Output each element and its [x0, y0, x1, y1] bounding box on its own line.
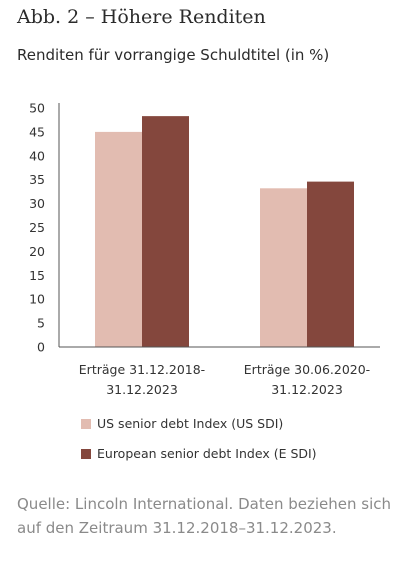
bar-e-sdi-2	[307, 181, 354, 347]
bar-us-sdi-1	[95, 131, 142, 347]
legend-item-us-sdi: US senior debt Index (US SDI)	[81, 416, 283, 431]
figure-subtitle: Renditen für vorrangige Schuldtitel (in …	[17, 46, 330, 64]
legend-swatch-e-sdi	[81, 448, 91, 459]
x-category-label: 31.12.2023	[106, 382, 178, 397]
figure-title: Abb. 2 – Höhere Renditen	[17, 6, 266, 28]
legend-label-us-sdi: US senior debt Index (US SDI)	[97, 416, 284, 431]
y-tick-label: 25	[29, 220, 45, 235]
y-tick-label: 20	[29, 244, 45, 259]
bar-e-sdi-1	[142, 116, 189, 347]
legend-label-e-sdi: European senior debt Index (E SDI)	[97, 446, 317, 461]
y-tick-label: 15	[29, 268, 45, 283]
legend-swatch-us-sdi	[81, 418, 91, 429]
y-tick-label: 30	[29, 196, 45, 211]
y-tick-label: 0	[37, 340, 45, 355]
y-tick-label: 50	[29, 101, 45, 116]
bar-chart: 0 5 10 15 20 25 30 35 40 45 50 Erträge 31.12.2018- 3…	[29, 101, 380, 397]
y-tick-label: 40	[29, 148, 45, 163]
y-tick-label: 5	[37, 316, 45, 331]
bar-us-sdi-2	[260, 188, 307, 347]
x-category-label: Erträge 30.06.2020-	[244, 362, 370, 377]
legend-item-e-sdi: European senior debt Index (E SDI)	[81, 446, 317, 461]
x-category-label: 31.12.2023	[271, 382, 343, 397]
y-tick-label: 35	[29, 172, 45, 187]
x-category-label: Erträge 31.12.2018-	[79, 362, 205, 377]
y-tick-label: 45	[29, 124, 45, 139]
y-tick-label: 10	[29, 292, 45, 307]
source-note: Quelle: Lincoln International. Daten bez…	[17, 495, 391, 537]
